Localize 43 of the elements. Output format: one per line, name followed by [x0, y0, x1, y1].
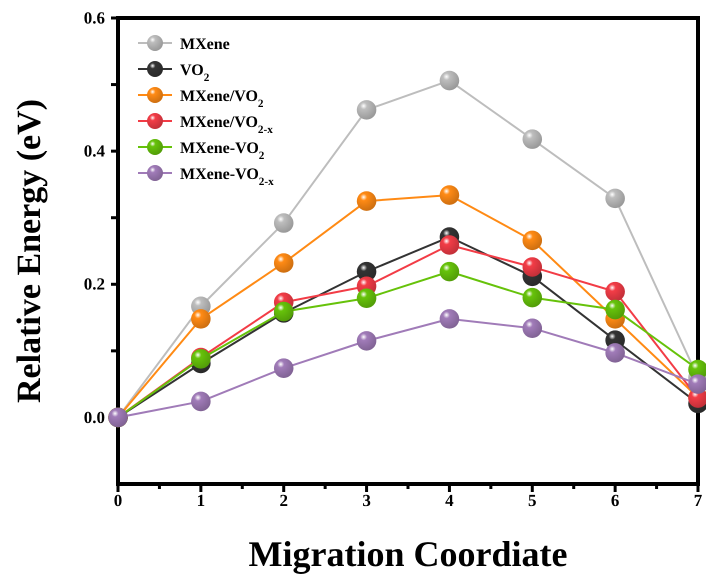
x-axis-title: Migration Coordiate — [248, 534, 568, 574]
point — [440, 262, 460, 282]
point — [522, 129, 542, 149]
point — [274, 358, 294, 378]
point — [356, 288, 376, 308]
point — [356, 100, 376, 120]
legend-label: MXene/VO$_{2}$ — [180, 88, 264, 110]
y-tick-label: 0.4 — [84, 142, 106, 161]
point — [191, 392, 211, 412]
point — [440, 309, 460, 329]
point — [605, 282, 625, 302]
point — [191, 309, 211, 329]
legend-label: MXene-VO$_{2-x}$ — [180, 166, 274, 188]
y-tick-label: 0.0 — [84, 408, 105, 427]
point — [605, 300, 625, 320]
point — [522, 288, 542, 308]
legend-label: MXene-VO$_{2}$ — [180, 140, 265, 162]
x-tick-label: 3 — [362, 491, 371, 510]
legend-label: MXene — [180, 36, 230, 53]
x-tick-label: 4 — [445, 491, 454, 510]
y-tick-label: 0.6 — [84, 8, 105, 28]
point — [356, 331, 376, 351]
x-tick-label: 2 — [279, 491, 288, 510]
point — [356, 191, 376, 211]
legend-label: MXene/VO$_{2-x}$ — [180, 114, 274, 136]
x-tick-label: 0 — [114, 491, 122, 510]
point — [522, 257, 542, 277]
y-tick-label: 0.2 — [84, 274, 105, 294]
y-axis-title: Relative Energy (eV) — [11, 98, 48, 404]
point — [605, 343, 625, 363]
point — [522, 318, 542, 338]
x-tick-label: 6 — [610, 491, 620, 510]
x-tick-label: 7 — [694, 491, 703, 510]
point — [605, 188, 625, 208]
x-tick-label: 1 — [196, 491, 206, 510]
point — [274, 253, 294, 273]
point — [440, 185, 460, 205]
x-tick-label: 5 — [528, 491, 537, 510]
point — [440, 70, 460, 90]
point — [522, 230, 542, 250]
point — [274, 213, 294, 233]
legend-label: VO$_{2}$ — [180, 62, 210, 84]
point — [440, 235, 460, 255]
